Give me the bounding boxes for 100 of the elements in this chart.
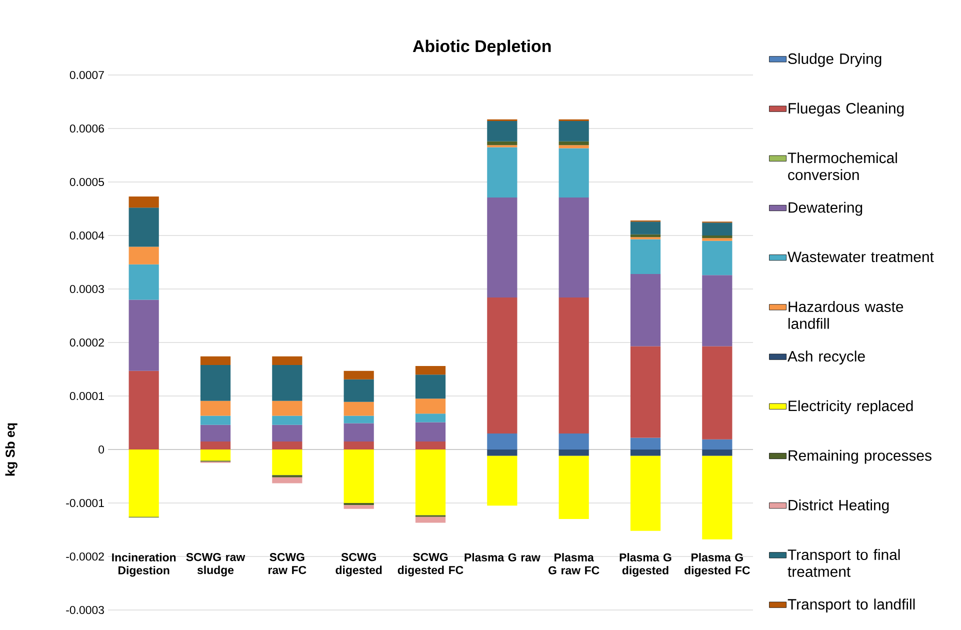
legend-label: District Heating [788, 499, 889, 514]
bar [630, 234, 661, 238]
bar [272, 356, 302, 365]
bar [558, 450, 589, 456]
bar [630, 456, 661, 531]
bar [128, 246, 159, 264]
bar [128, 300, 159, 371]
y-tick-label: -0.0003 [66, 606, 104, 614]
bar [415, 414, 446, 422]
bar [128, 208, 159, 247]
legend-label: Fluegas Cleaning [788, 102, 904, 117]
bar [702, 456, 732, 540]
legend-label: Transport to final treatment [788, 549, 900, 577]
chart-title: Abiotic Depletion [412, 40, 551, 56]
bar [128, 264, 159, 300]
bar [630, 239, 661, 274]
bar [558, 198, 589, 298]
bar [630, 222, 661, 234]
bar [415, 366, 446, 375]
bar [344, 423, 374, 442]
y-tick-label: -0.0002 [66, 552, 104, 561]
bar [558, 141, 589, 146]
bar [630, 438, 661, 450]
legend-label: Electricity replaced [788, 400, 913, 414]
bar [200, 441, 231, 450]
x-tick-label: SCWG digested FC [398, 553, 464, 576]
y-tick-label: 0.0004 [70, 231, 104, 240]
bar [344, 416, 374, 424]
legend-label: Remaining processes [788, 450, 932, 464]
bar [128, 196, 159, 208]
legend-label: Hazardous waste landfill [788, 301, 904, 329]
bar [487, 298, 518, 434]
bar [200, 364, 231, 401]
bar [415, 441, 446, 450]
bar [702, 222, 732, 236]
legend-label: Ash recycle [788, 350, 865, 365]
legend-label: Thermochemical conversion [788, 152, 897, 180]
bar [200, 400, 231, 416]
bar [558, 433, 589, 450]
y-tick-label: -0.0001 [66, 498, 104, 508]
y-tick-label: 0.0003 [70, 284, 104, 294]
bar [415, 374, 446, 399]
y-tick-label: 0 [98, 445, 104, 454]
x-tick-label: SCWG digested [336, 553, 382, 576]
bar [630, 346, 661, 438]
y-tick-label: 0.0006 [70, 124, 104, 133]
bar [630, 450, 661, 456]
bar [702, 240, 732, 276]
x-tick-label: Incineration Digestion [112, 553, 176, 577]
bar [272, 441, 302, 450]
bar [344, 402, 374, 416]
bar [630, 274, 661, 346]
bar [272, 416, 302, 425]
x-tick-label: Plasma G raw [464, 553, 540, 562]
bar [272, 400, 302, 416]
bar [558, 456, 589, 520]
bar [128, 370, 159, 450]
y-tick-label: 0.0002 [70, 338, 104, 347]
bar [344, 505, 374, 509]
bar [702, 439, 732, 450]
bar [200, 424, 231, 442]
bar [272, 364, 302, 401]
x-tick-label: Plasma G digested [620, 553, 672, 577]
x-tick-label: SCWG raw FC [268, 553, 306, 574]
bar [558, 298, 589, 434]
bar [702, 235, 732, 238]
bar [487, 433, 518, 450]
legend-label: Dewatering [788, 202, 862, 216]
x-tick-label: SCWG raw sludge [186, 553, 246, 576]
bar [200, 450, 231, 461]
bar [344, 441, 374, 450]
bar [487, 456, 518, 506]
bar [128, 450, 159, 517]
bar [702, 346, 732, 440]
bar [487, 121, 518, 142]
bar [702, 275, 732, 346]
bar [558, 145, 589, 148]
bar [344, 450, 374, 503]
y-axis-title: kg Sb eq [5, 423, 18, 476]
bar [415, 422, 446, 442]
bar [272, 424, 302, 442]
y-tick-label: 0.0005 [70, 178, 104, 186]
legend-label: Sludge Drying [788, 53, 882, 67]
bar [487, 141, 518, 146]
bar [200, 356, 231, 365]
bar [415, 516, 446, 523]
bar [415, 450, 446, 516]
legend-label: Wastewater treatment [788, 252, 934, 262]
bar [487, 147, 518, 198]
bar [487, 450, 518, 456]
x-tick-label: Plasma G digested FC [684, 553, 750, 577]
bar [200, 416, 231, 425]
bar [415, 398, 446, 414]
bar [558, 121, 589, 142]
bar [558, 148, 589, 198]
y-tick-label: 0.0007 [70, 70, 104, 80]
bar [272, 477, 302, 484]
y-tick-label: 0.0001 [70, 392, 104, 400]
x-tick-label: Plasma G raw FC [548, 553, 600, 574]
bar [344, 379, 374, 402]
